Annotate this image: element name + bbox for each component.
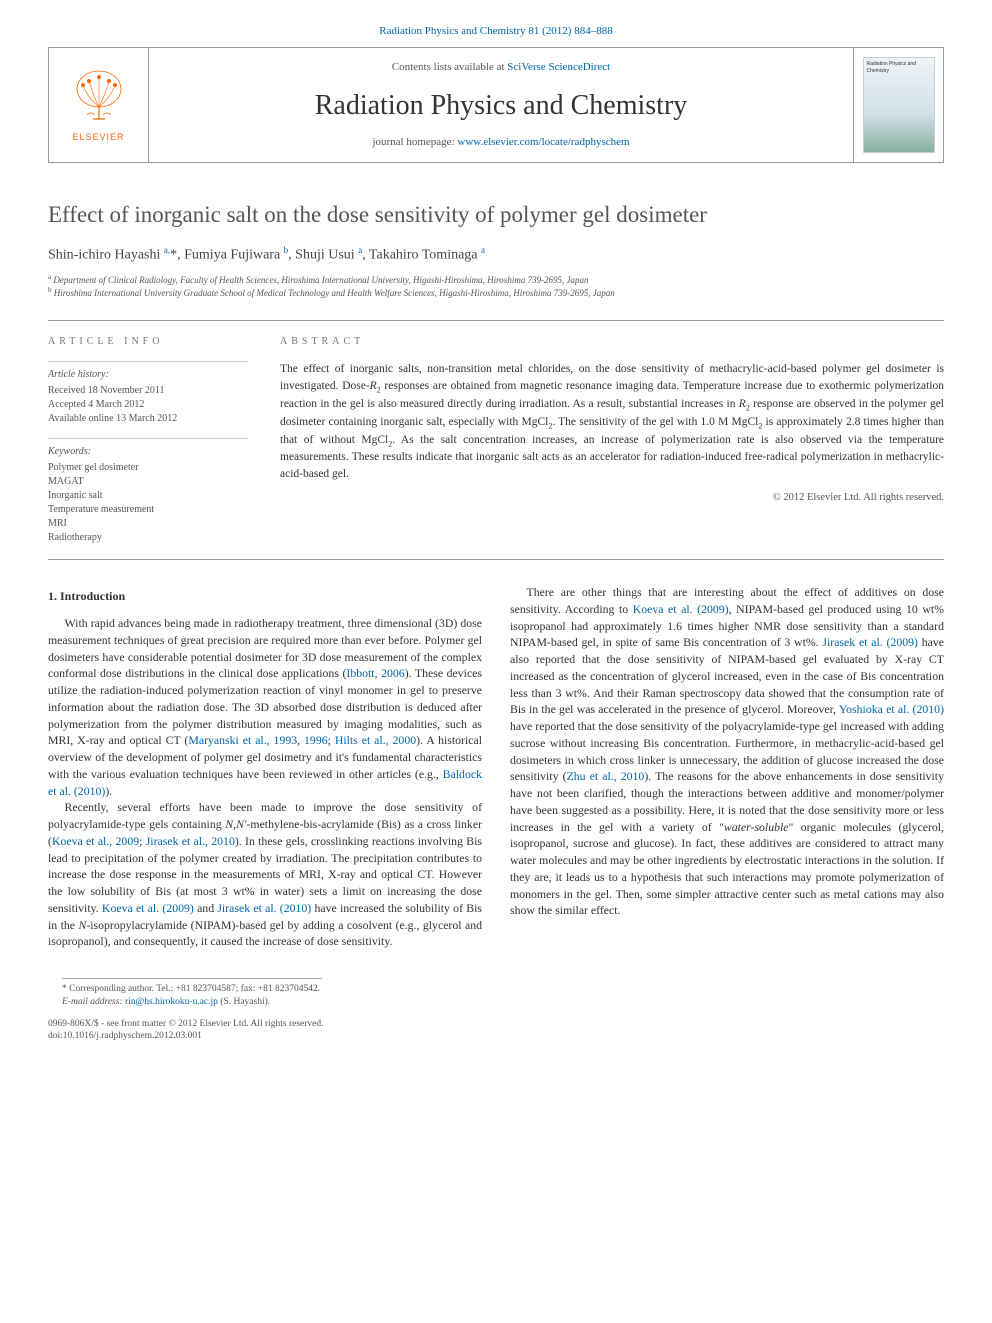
keyword: MAGAT (48, 475, 248, 489)
cover-title: Radiation Physics and Chemistry (867, 61, 931, 75)
ref-link[interactable]: Koeva et al. (2009) (102, 901, 194, 915)
ref-link[interactable]: Koeva et al., 2009 (52, 834, 139, 848)
info-abstract-row: ARTICLE INFO Article history: Received 1… (48, 320, 944, 560)
journal-cover: Radiation Physics and Chemistry (853, 48, 943, 162)
keywords-title: Keywords: (48, 445, 248, 459)
body-paragraph: Recently, several efforts have been made… (48, 799, 482, 950)
history-received: Received 18 November 2011 (48, 384, 248, 398)
body-paragraph: There are other things that are interest… (510, 584, 944, 919)
affiliation-a: Department of Clinical Radiology, Facult… (53, 275, 588, 285)
sciencedirect-link[interactable]: SciVerse ScienceDirect (507, 61, 610, 73)
journal-citation: Radiation Physics and Chemistry 81 (2012… (48, 24, 944, 39)
journal-header: ELSEVIER Contents lists available at Sci… (48, 47, 944, 163)
ref-link[interactable]: 1996 (304, 733, 328, 747)
ref-link[interactable]: Baldock et al. (2010) (48, 767, 482, 798)
elsevier-label: ELSEVIER (72, 131, 124, 144)
keyword: Radiotherapy (48, 531, 248, 545)
header-center: Contents lists available at SciVerse Sci… (149, 48, 853, 162)
ref-link[interactable]: Yoshioka et al. (2010) (839, 702, 944, 716)
abstract-header: ABSTRACT (280, 335, 944, 349)
cover-thumbnail: Radiation Physics and Chemistry (863, 57, 935, 153)
section-heading: 1. Introduction (48, 588, 482, 605)
doi-line: doi:10.1016/j.radphyschem.2012.03.001 (48, 1030, 944, 1042)
history-online: Available online 13 March 2012 (48, 412, 248, 426)
ref-link[interactable]: Maryanski et al., 1993 (188, 733, 297, 747)
footer-meta: 0969-806X/$ - see front matter © 2012 El… (48, 1018, 944, 1043)
ref-link[interactable]: Jirasek et al., 2010 (146, 834, 235, 848)
contents-line: Contents lists available at SciVerse Sci… (392, 60, 610, 75)
abstract-text: The effect of inorganic salts, non-trans… (280, 361, 944, 483)
history-accepted: Accepted 4 March 2012 (48, 398, 248, 412)
ref-link[interactable]: Jirasek et al. (2009) (822, 635, 918, 649)
homepage-link[interactable]: www.elsevier.com/locate/radphyschem (457, 136, 629, 148)
ref-link[interactable]: Zhu et al., 2010 (567, 769, 645, 783)
corresponding-author: * Corresponding author. Tel.: +81 823704… (62, 978, 322, 1008)
keyword: Temperature measurement (48, 503, 248, 517)
email-label: E-mail address: (62, 997, 123, 1007)
body-paragraph: With rapid advances being made in radiot… (48, 615, 482, 799)
homepage-line: journal homepage: www.elsevier.com/locat… (372, 135, 629, 150)
corr-line: * Corresponding author. Tel.: +81 823704… (62, 983, 322, 995)
elsevier-logo: ELSEVIER (49, 48, 149, 162)
journal-citation-link[interactable]: Radiation Physics and Chemistry 81 (2012… (379, 25, 612, 37)
ref-link[interactable]: Hilts et al., 2000 (335, 733, 416, 747)
body-text: 1. Introduction With rapid advances bein… (48, 584, 944, 950)
affiliation-b: Hiroshima International University Gradu… (54, 288, 615, 298)
article-info-col: ARTICLE INFO Article history: Received 1… (48, 335, 248, 545)
ref-link[interactable]: Ibbott, 2006 (346, 666, 404, 680)
article-info-header: ARTICLE INFO (48, 335, 248, 349)
keyword: Polymer gel dosimeter (48, 461, 248, 475)
abstract-col: ABSTRACT The effect of inorganic salts, … (280, 335, 944, 545)
keyword: MRI (48, 517, 248, 531)
history-title: Article history: (48, 368, 248, 382)
issn-line: 0969-806X/$ - see front matter © 2012 El… (48, 1018, 944, 1030)
journal-title: Radiation Physics and Chemistry (315, 86, 688, 125)
ref-link[interactable]: Koeva et al. (2009) (633, 602, 729, 616)
keyword: Inorganic salt (48, 489, 248, 503)
affiliations: a Department of Clinical Radiology, Facu… (48, 273, 944, 300)
elsevier-tree-icon (69, 67, 129, 127)
abstract-copyright: © 2012 Elsevier Ltd. All rights reserved… (280, 491, 944, 506)
authors-line: Shin-ichiro Hayashi a,*, Fumiya Fujiwara… (48, 244, 944, 265)
ref-link[interactable]: Jirasek et al. (2010) (217, 901, 311, 915)
article-title: Effect of inorganic salt on the dose sen… (48, 199, 944, 231)
corr-email-link[interactable]: rin@hs.hirokoku-u.ac.jp (125, 997, 218, 1007)
footer: * Corresponding author. Tel.: +81 823704… (48, 978, 944, 1042)
keywords-block: Keywords: Polymer gel dosimeter MAGAT In… (48, 438, 248, 545)
article-history: Article history: Received 18 November 20… (48, 361, 248, 426)
corr-name: (S. Hayashi). (220, 997, 270, 1007)
